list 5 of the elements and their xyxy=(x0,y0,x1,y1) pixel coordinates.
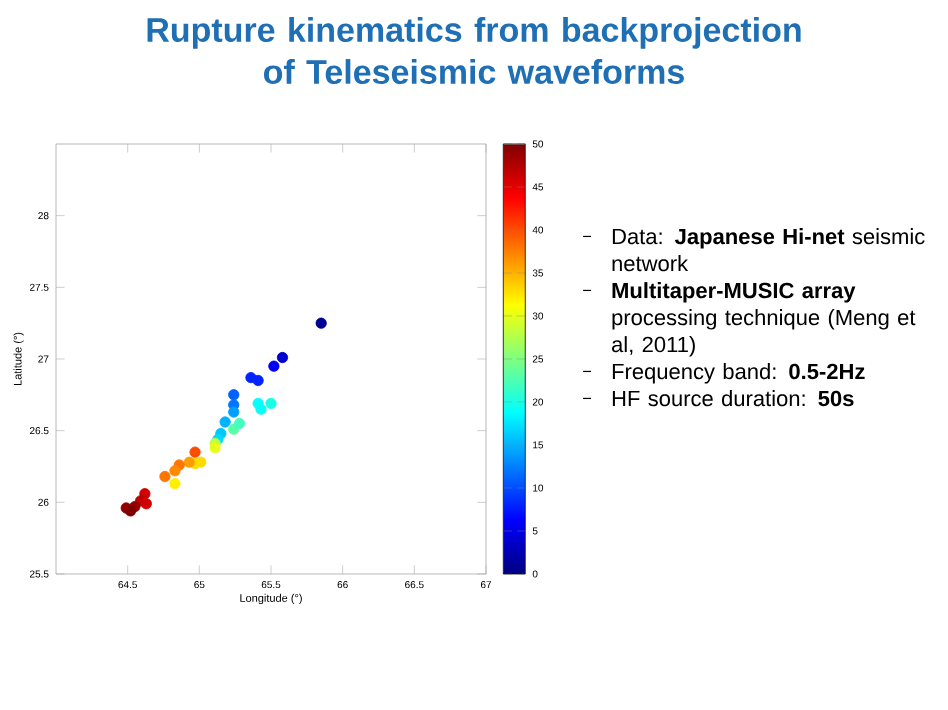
text: Data: Japanese Hi-net seismic network xyxy=(612,228,925,272)
chart-title: Rupture kinematics from backprojection of Teleseismic waveforms xyxy=(147,17,801,85)
text: HF source duration: 50s xyxy=(612,390,854,407)
text: Frequency band: 0.5-2Hz xyxy=(612,363,865,384)
text: Multitaper-MUSIC array processing technique (Meng et al, 2011) xyxy=(612,282,916,357)
